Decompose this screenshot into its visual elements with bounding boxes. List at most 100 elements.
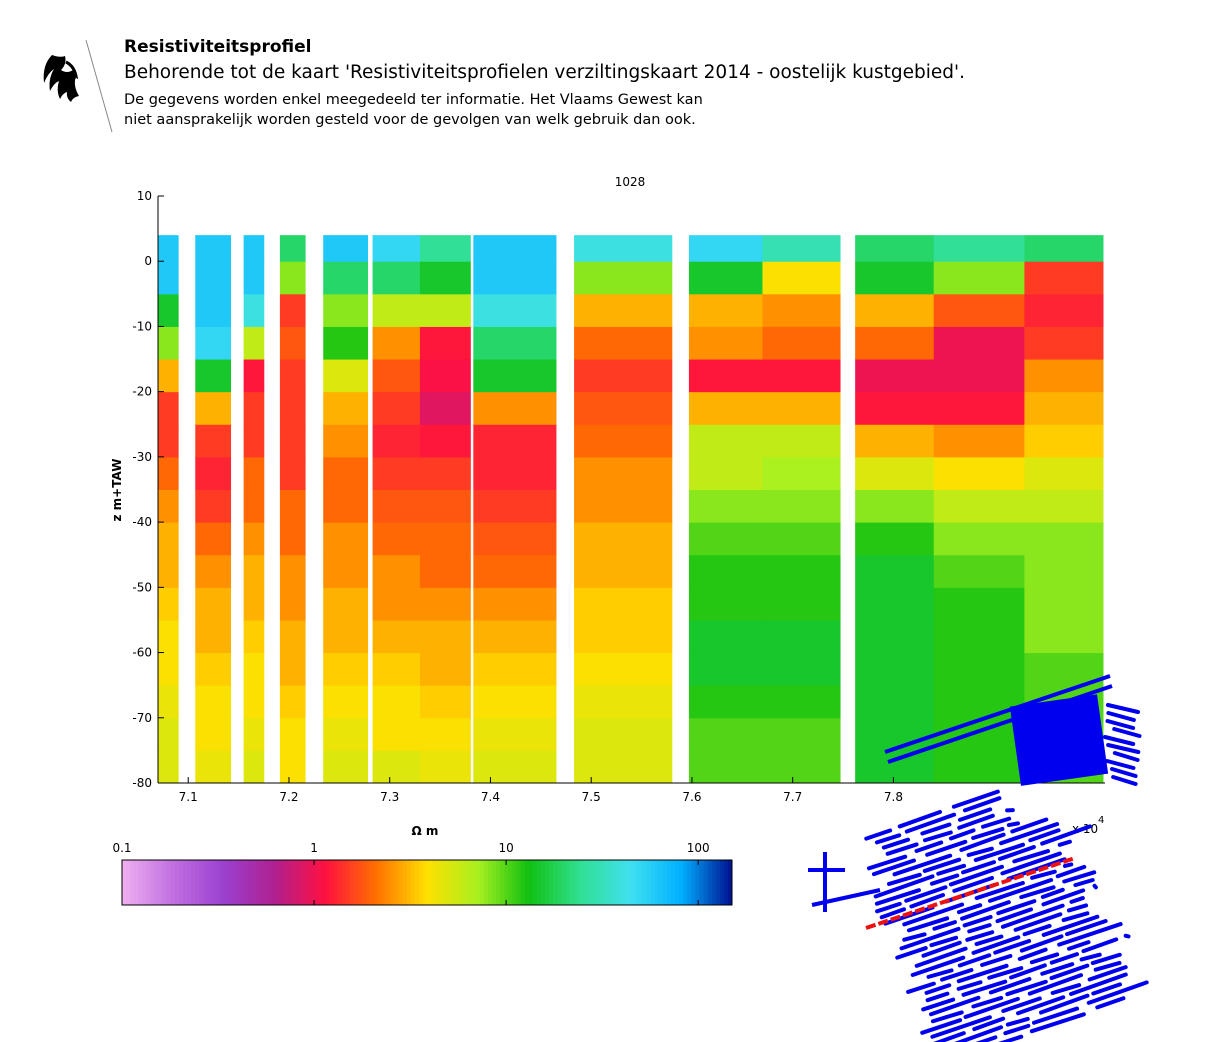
colorbar-swatch [166, 860, 172, 905]
heatmap-cell [243, 261, 265, 295]
colorbar-swatch [557, 860, 562, 905]
heatmap-cell [279, 489, 306, 523]
heatmap-cell [372, 717, 421, 751]
colorbar-swatch [264, 860, 269, 905]
colorbar-swatch [577, 860, 583, 905]
heatmap-cell [762, 685, 841, 719]
colorbar-swatch [361, 860, 367, 905]
map-track [948, 864, 1004, 887]
heatmap-cell [1024, 293, 1104, 327]
map-track [987, 966, 1024, 980]
colorbar-swatch [626, 860, 631, 905]
colorbar-swatch [703, 860, 709, 905]
map-track [988, 976, 1032, 995]
heatmap-cell [574, 717, 673, 751]
y-tick-label: -50 [132, 580, 152, 594]
map-track [966, 846, 994, 858]
colorbar-swatch [443, 860, 448, 905]
heatmap-cell [323, 424, 369, 458]
heatmap-cell [574, 587, 673, 621]
colorbar-swatch [666, 860, 672, 905]
heatmap-cell [574, 235, 673, 262]
colorbar-swatch [431, 860, 436, 905]
y-tick-label: -80 [132, 776, 152, 790]
colorbar-swatch [723, 860, 729, 905]
colorbar-tick-label: 100 [687, 841, 710, 855]
heatmap-cell [323, 750, 369, 784]
map-track [1030, 869, 1057, 880]
profile-line [865, 856, 1076, 930]
heatmap-cell [279, 261, 306, 295]
map-track [920, 822, 952, 836]
map-track [929, 995, 981, 1017]
heatmap-cell [243, 619, 265, 654]
logo-divider [85, 39, 113, 133]
map-track [1015, 995, 1066, 1016]
colorbar-swatch [162, 860, 168, 905]
map-track [1005, 1016, 1030, 1027]
colorbar-swatch [138, 860, 143, 905]
map-track [1050, 983, 1082, 995]
heatmap-cell [243, 235, 265, 262]
heatmap-cell [279, 652, 306, 686]
colorbar-frame [121, 859, 733, 906]
colorbar-swatch [333, 860, 339, 905]
colorbar-swatch [122, 860, 127, 905]
heatmap-cell [574, 391, 673, 425]
map-track [1123, 933, 1131, 939]
heatmap-cell [688, 489, 763, 523]
colorbar-swatch [288, 860, 294, 905]
map-track [884, 674, 1111, 754]
map-track [1095, 996, 1126, 1010]
heatmap-cell [473, 391, 557, 425]
map-track [971, 935, 1021, 955]
y-tick-label: -20 [132, 385, 152, 399]
colorbar-swatch [154, 860, 160, 905]
heatmap-cell [762, 456, 841, 490]
map-track [874, 888, 921, 906]
colorbar-swatch [630, 860, 635, 905]
map-track [1086, 980, 1149, 1005]
map-track [1019, 934, 1064, 953]
colorbar-swatch [390, 860, 395, 905]
colorbar-swatch [370, 860, 375, 905]
map-track [1079, 952, 1102, 962]
map-track [875, 901, 902, 914]
map-track [930, 1010, 964, 1024]
colorbar-swatch [223, 860, 229, 905]
map-track [902, 932, 927, 942]
heatmap-cell [473, 717, 557, 751]
map-track [1112, 751, 1140, 762]
heatmap-cell [279, 685, 306, 719]
heatmap-cell [243, 293, 265, 327]
map-track [811, 888, 881, 907]
colorbar-swatch [357, 860, 363, 905]
heatmap-cell [855, 391, 935, 425]
colorbar-swatch [313, 860, 318, 905]
colorbar-swatch [504, 860, 509, 905]
map-track [1069, 972, 1128, 996]
heatmap-cell [855, 293, 935, 327]
map-track [1029, 1012, 1086, 1034]
colorbar-swatch [654, 860, 660, 905]
heatmap-cell [855, 261, 935, 295]
heatmap-cell [855, 717, 935, 751]
colorbar-swatch [508, 860, 513, 905]
heatmap-cell [158, 652, 179, 686]
colorbar-swatch [634, 860, 639, 905]
map-track [1039, 993, 1090, 1015]
heatmap-cell [473, 261, 557, 295]
heatmap-cell [762, 554, 841, 588]
map-track [987, 878, 1054, 903]
heatmap-cell [279, 293, 306, 327]
map-track [1012, 849, 1050, 864]
colorbar-swatch [435, 860, 440, 905]
heatmap-cell [688, 587, 763, 621]
heatmap-cell [372, 261, 421, 295]
header-title: Resistiviteitsprofiel [124, 37, 311, 57]
map-track [1001, 996, 1042, 1013]
heatmap-cell [688, 424, 763, 458]
map-track [904, 812, 957, 834]
colorbar-swatch [386, 860, 391, 905]
map-track [956, 963, 1009, 984]
